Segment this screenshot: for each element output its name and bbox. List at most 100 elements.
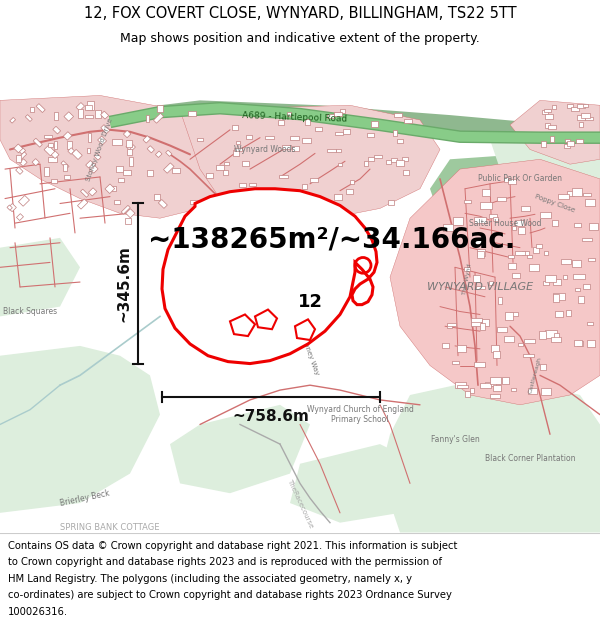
Bar: [577, 115, 586, 120]
Bar: [126, 209, 135, 218]
Bar: [216, 164, 224, 169]
Text: TheRacecourse: TheRacecourse: [286, 478, 314, 529]
Bar: [540, 212, 551, 218]
Bar: [336, 149, 341, 152]
Bar: [158, 199, 167, 208]
Bar: [397, 139, 403, 143]
Text: co-ordinates) are subject to Crown copyright and database rights 2023 Ordnance S: co-ordinates) are subject to Crown copyr…: [8, 590, 452, 600]
Bar: [50, 150, 59, 159]
Bar: [511, 388, 515, 391]
Bar: [224, 162, 229, 166]
Bar: [588, 258, 595, 261]
Bar: [524, 339, 535, 343]
Text: Wynyard Church of England
Primary School: Wynyard Church of England Primary School: [307, 405, 413, 424]
Bar: [44, 146, 55, 156]
Polygon shape: [0, 96, 230, 218]
Bar: [505, 312, 513, 320]
Bar: [265, 136, 274, 139]
Text: Poppy Close: Poppy Close: [534, 194, 576, 214]
Bar: [368, 158, 374, 161]
Bar: [146, 115, 149, 122]
Polygon shape: [510, 101, 600, 164]
Bar: [402, 158, 407, 161]
Bar: [101, 124, 110, 134]
Bar: [87, 148, 91, 153]
Bar: [577, 104, 585, 107]
Bar: [61, 161, 69, 169]
Bar: [392, 131, 397, 136]
Bar: [464, 201, 471, 204]
Bar: [124, 131, 131, 138]
Bar: [14, 144, 23, 152]
Text: Fanny's Glen: Fanny's Glen: [431, 435, 479, 444]
Bar: [563, 276, 567, 279]
Bar: [374, 155, 382, 158]
Bar: [528, 388, 538, 394]
Text: Salter House Wood: Salter House Wood: [469, 219, 541, 228]
Bar: [25, 114, 32, 121]
Bar: [118, 178, 124, 182]
Bar: [455, 220, 461, 225]
Bar: [504, 336, 514, 342]
Bar: [53, 141, 57, 149]
Bar: [157, 106, 163, 112]
Bar: [508, 179, 517, 184]
Bar: [518, 227, 526, 234]
Bar: [545, 123, 550, 128]
Bar: [482, 189, 490, 196]
Bar: [80, 189, 89, 198]
Bar: [47, 158, 58, 162]
Bar: [86, 161, 94, 168]
Text: WYNYARD VILLAGE: WYNYARD VILLAGE: [427, 282, 533, 292]
Bar: [88, 188, 97, 196]
Bar: [234, 148, 242, 151]
Bar: [575, 288, 580, 291]
Bar: [343, 129, 350, 134]
Bar: [334, 112, 342, 116]
Bar: [508, 264, 516, 269]
Polygon shape: [380, 376, 600, 532]
Bar: [206, 173, 214, 178]
Bar: [126, 143, 133, 150]
Bar: [515, 251, 524, 255]
Bar: [572, 188, 582, 196]
Bar: [85, 115, 92, 118]
Bar: [536, 244, 542, 248]
Bar: [87, 101, 94, 111]
Bar: [565, 144, 570, 148]
Text: 100026316.: 100026316.: [8, 607, 68, 617]
Bar: [504, 177, 508, 182]
Bar: [521, 206, 530, 211]
Bar: [567, 141, 574, 146]
Bar: [36, 104, 45, 112]
Bar: [7, 205, 13, 210]
Bar: [529, 264, 539, 271]
Bar: [335, 131, 343, 135]
Bar: [239, 183, 247, 186]
Bar: [560, 259, 571, 264]
Bar: [473, 239, 484, 244]
Bar: [480, 323, 485, 330]
Bar: [128, 157, 133, 166]
Bar: [582, 238, 592, 241]
Polygon shape: [110, 101, 600, 149]
Bar: [491, 345, 499, 352]
Bar: [112, 186, 116, 191]
Bar: [482, 319, 488, 326]
Text: ~758.6m: ~758.6m: [233, 409, 310, 424]
Bar: [30, 107, 34, 112]
Bar: [457, 384, 468, 388]
Bar: [290, 136, 299, 140]
Bar: [548, 125, 556, 129]
Bar: [223, 169, 228, 174]
Polygon shape: [490, 135, 600, 179]
Bar: [388, 201, 394, 206]
Bar: [76, 102, 85, 111]
Bar: [544, 251, 548, 255]
Bar: [457, 346, 466, 352]
Bar: [558, 194, 569, 199]
Text: HM Land Registry. The polygons (including the associated geometry, namely x, y: HM Land Registry. The polygons (includin…: [8, 574, 412, 584]
Bar: [585, 118, 593, 121]
Bar: [473, 274, 480, 282]
Bar: [571, 107, 579, 111]
